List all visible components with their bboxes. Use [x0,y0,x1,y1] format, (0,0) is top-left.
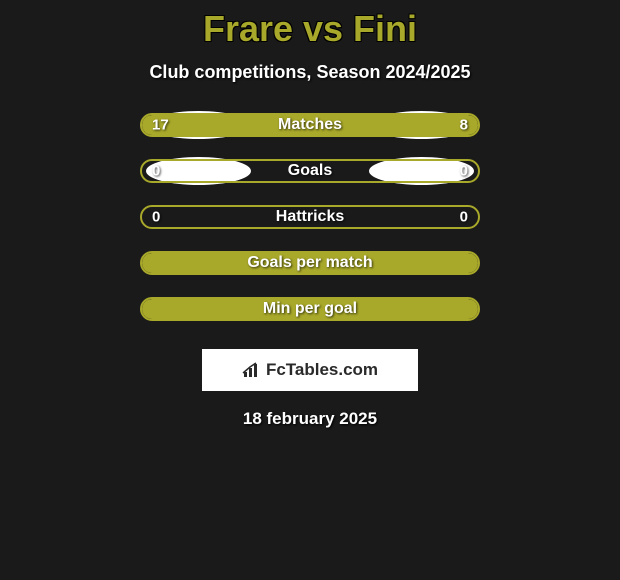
stat-bar: Matches 17 8 [140,113,480,137]
stat-label: Goals per match [247,254,372,272]
stat-bar: Goals 0 0 [140,159,480,183]
badge-text: FcTables.com [266,360,378,380]
stat-value-left: 17 [152,117,169,134]
stat-label: Goals [288,162,332,180]
stat-row: Hattricks 0 0 [140,205,480,229]
date-label: 18 february 2025 [243,409,377,429]
stat-bar: Hattricks 0 0 [140,205,480,229]
comparison-rows: Matches 17 8 Goals 0 0 Hattricks 0 0 Goals per ma… [140,113,480,343]
comparison-infographic: Frare vs Fini Club competitions, Season … [0,0,620,580]
stat-bar: Goals per match [140,251,480,275]
stat-label: Min per goal [263,300,357,318]
stat-value-right: 8 [460,117,468,134]
stat-value-right: 0 [460,163,468,180]
source-badge-label: FcTables.com [242,360,378,380]
stat-label: Hattricks [276,208,344,226]
stat-row: Goals 0 0 [140,159,480,183]
stat-value-right: 0 [460,209,468,226]
stat-row: Matches 17 8 [140,113,480,137]
chart-icon [242,362,262,378]
stat-row: Min per goal [140,297,480,321]
source-badge: FcTables.com [202,349,418,391]
page-title: Frare vs Fini [203,8,417,50]
stat-bar: Min per goal [140,297,480,321]
stat-value-left: 0 [152,209,160,226]
page-subtitle: Club competitions, Season 2024/2025 [149,62,470,83]
stat-row: Goals per match [140,251,480,275]
stat-label: Matches [278,116,342,134]
stat-value-left: 0 [152,163,160,180]
